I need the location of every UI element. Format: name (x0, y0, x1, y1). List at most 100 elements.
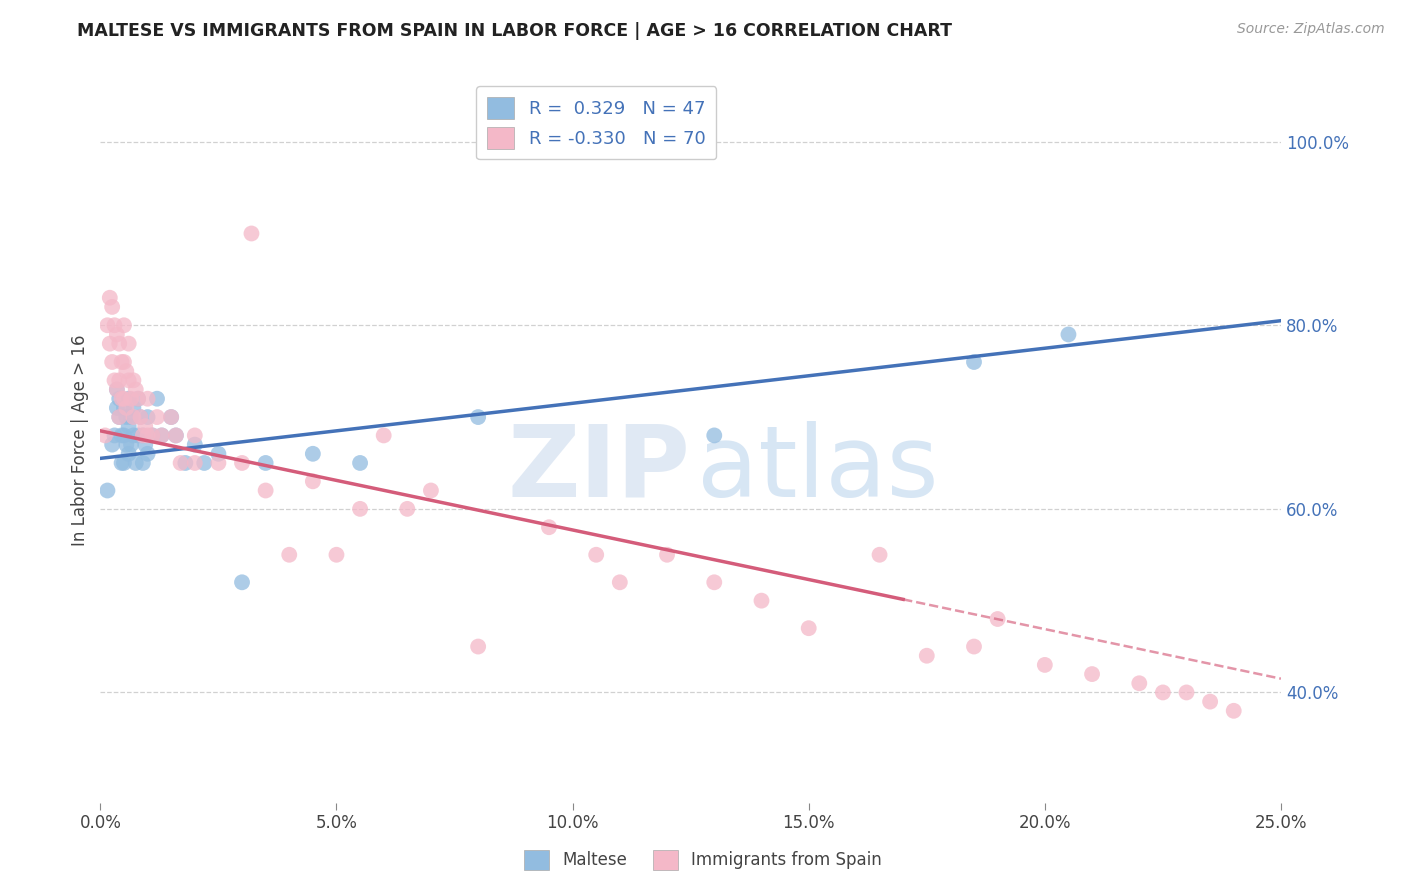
Point (120, 437, 142, 451)
Point (101, 300, 124, 314)
Point (115, 410, 138, 425)
Point (278, 548, 301, 562)
Point (1199, 695, 1222, 709)
Point (467, 640, 489, 654)
Point (136, 447, 159, 461)
Point (165, 428, 187, 442)
Point (136, 428, 159, 442)
Legend: R =  0.329   N = 47, R = -0.330   N = 70: R = 0.329 N = 47, R = -0.330 N = 70 (477, 87, 716, 160)
Point (396, 501, 419, 516)
Point (118, 373, 141, 387)
Point (703, 428, 725, 442)
Point (207, 456, 229, 470)
Point (655, 548, 678, 562)
Point (184, 428, 207, 442)
Point (184, 437, 207, 451)
Point (98, 291, 121, 305)
Point (240, 227, 263, 241)
Point (115, 437, 138, 451)
Point (122, 373, 145, 387)
Point (101, 355, 124, 369)
Point (108, 373, 131, 387)
Point (325, 548, 347, 562)
Point (112, 456, 135, 470)
Point (110, 392, 132, 406)
Point (797, 621, 820, 635)
Point (127, 428, 149, 442)
Point (987, 612, 1010, 626)
Legend: Maltese, Immigrants from Spain: Maltese, Immigrants from Spain (517, 843, 889, 877)
Point (165, 428, 187, 442)
Point (118, 419, 141, 434)
Text: MALTESE VS IMMIGRANTS FROM SPAIN IN LABOR FORCE | AGE > 16 CORRELATION CHART: MALTESE VS IMMIGRANTS FROM SPAIN IN LABO… (77, 22, 952, 40)
Text: atlas: atlas (696, 420, 938, 517)
Point (94, 428, 117, 442)
Y-axis label: In Labor Force | Age > 16: In Labor Force | Age > 16 (72, 334, 89, 546)
Point (129, 410, 152, 425)
Point (122, 410, 145, 425)
Point (120, 410, 142, 425)
Point (915, 648, 938, 663)
Point (118, 447, 141, 461)
Point (150, 428, 173, 442)
Point (231, 575, 253, 590)
Point (101, 437, 124, 451)
Point (112, 355, 135, 369)
Point (108, 410, 131, 425)
Point (110, 428, 132, 442)
Point (127, 392, 149, 406)
Point (129, 410, 152, 425)
Point (103, 428, 125, 442)
Point (1081, 667, 1104, 681)
Point (105, 383, 128, 397)
Point (467, 410, 489, 425)
Point (160, 410, 183, 425)
Point (105, 401, 128, 415)
Point (105, 327, 128, 342)
Point (115, 364, 138, 378)
Point (254, 483, 277, 498)
Point (174, 456, 197, 470)
Point (96, 483, 118, 498)
Point (125, 456, 148, 470)
Point (112, 392, 135, 406)
Point (112, 318, 135, 333)
Point (103, 318, 125, 333)
Point (703, 575, 725, 590)
Point (132, 456, 155, 470)
Point (302, 475, 325, 489)
Point (169, 456, 191, 470)
Point (136, 392, 159, 406)
Text: Source: ZipAtlas.com: Source: ZipAtlas.com (1237, 22, 1385, 37)
Point (125, 383, 148, 397)
Point (103, 373, 125, 387)
Point (112, 428, 135, 442)
Point (1152, 685, 1174, 699)
Point (349, 501, 371, 516)
Point (1128, 676, 1150, 690)
Point (963, 640, 986, 654)
Point (184, 456, 207, 470)
Point (108, 336, 131, 351)
Point (146, 392, 169, 406)
Point (105, 383, 128, 397)
Point (254, 456, 277, 470)
Point (1175, 685, 1198, 699)
Text: ZIP: ZIP (508, 420, 690, 517)
Point (207, 447, 229, 461)
Point (193, 456, 215, 470)
Point (110, 355, 132, 369)
Point (98, 336, 121, 351)
Point (963, 355, 986, 369)
Point (115, 401, 138, 415)
Point (419, 483, 441, 498)
Point (136, 410, 159, 425)
Point (118, 392, 141, 406)
Point (132, 428, 155, 442)
Point (134, 419, 156, 434)
Point (112, 401, 135, 415)
Point (349, 456, 371, 470)
Point (160, 410, 183, 425)
Point (609, 575, 631, 590)
Point (1057, 327, 1080, 342)
